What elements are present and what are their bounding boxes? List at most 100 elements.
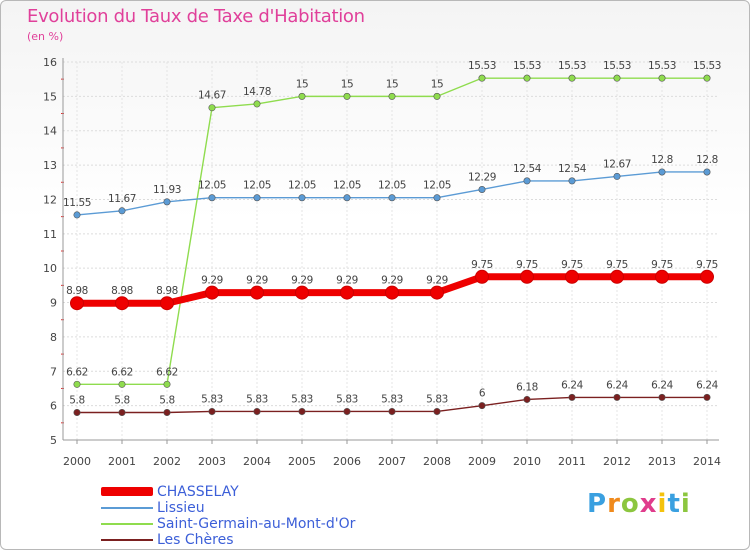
logo-letter: o	[620, 489, 640, 519]
y-tick-label: 14	[43, 125, 57, 138]
logo-letter: r	[607, 489, 621, 519]
data-label: 14.78	[243, 86, 271, 98]
data-point	[343, 194, 351, 202]
data-label: 9.29	[201, 275, 223, 287]
data-point	[568, 74, 576, 82]
data-label: 9.29	[246, 275, 268, 287]
legend-label-saint-germain: Saint-Germain-au-Mont-d'Or	[157, 516, 356, 532]
y-tick-label: 6	[50, 400, 57, 413]
data-point	[388, 92, 396, 100]
data-label: 5.8	[114, 395, 130, 407]
data-label: 12.05	[288, 180, 316, 192]
data-point	[208, 104, 216, 112]
data-point	[163, 198, 171, 206]
data-label: 5.8	[69, 395, 85, 407]
data-point	[658, 74, 666, 82]
data-point	[388, 407, 396, 415]
data-point	[613, 393, 621, 401]
data-label: 11.55	[63, 197, 91, 209]
data-point	[520, 269, 534, 284]
data-point	[433, 407, 441, 415]
data-label: 9.75	[561, 259, 583, 271]
data-label: 11.67	[108, 193, 136, 205]
legend-swatch-les-cheres	[101, 539, 153, 541]
data-label: 6	[479, 388, 486, 400]
data-label: 15.53	[648, 60, 676, 72]
data-point	[385, 285, 399, 300]
y-tick-label: 16	[43, 56, 57, 69]
data-label: 12.29	[468, 171, 496, 183]
data-point	[298, 194, 306, 202]
data-point	[568, 393, 576, 401]
data-point	[565, 269, 579, 284]
x-tick-label: 2011	[558, 455, 586, 468]
y-tick-label: 13	[43, 159, 57, 172]
logo-letter: i	[657, 489, 668, 519]
x-tick-label: 2004	[243, 455, 271, 468]
data-label: 9.75	[516, 259, 538, 271]
data-label: 14.67	[198, 90, 226, 102]
data-point	[163, 409, 171, 417]
x-tick-label: 2012	[603, 455, 631, 468]
x-tick-label: 2006	[333, 455, 361, 468]
x-tick-label: 2009	[468, 455, 496, 468]
grid-layer	[63, 61, 719, 441]
x-tick-label: 2007	[378, 455, 406, 468]
data-point	[160, 296, 174, 311]
data-point	[73, 211, 81, 219]
data-point	[388, 194, 396, 202]
data-point	[250, 285, 264, 300]
data-label: 6.24	[696, 379, 718, 391]
data-label: 12.54	[513, 163, 542, 175]
data-label: 8.98	[156, 285, 178, 297]
data-label: 12.8	[651, 154, 673, 166]
legend-label-chasselay: CHASSELAY	[157, 484, 239, 500]
data-point	[73, 409, 81, 417]
x-tick-label: 2010	[513, 455, 541, 468]
data-label: 9.29	[426, 275, 448, 287]
logo-letter: t	[667, 489, 681, 519]
data-point	[478, 185, 486, 193]
data-point	[430, 285, 444, 300]
data-label: 5.83	[291, 393, 313, 405]
data-point	[433, 92, 441, 100]
data-label: 12.67	[603, 158, 631, 170]
y-tick-label: 7	[50, 365, 57, 378]
data-label: 6.62	[156, 366, 178, 378]
data-point	[655, 269, 669, 284]
chart-title: Evolution du Taux de Taxe d'Habitation	[27, 6, 365, 27]
data-point	[343, 92, 351, 100]
data-label: 9.75	[606, 259, 628, 271]
y-tick-label: 11	[43, 228, 57, 241]
data-point	[658, 168, 666, 176]
data-point	[253, 194, 261, 202]
data-point	[295, 285, 309, 300]
data-point	[73, 380, 81, 388]
data-label: 15	[341, 78, 354, 90]
data-point	[475, 269, 489, 284]
legend-swatch-chasselay	[101, 487, 153, 496]
data-point	[703, 393, 711, 401]
data-point	[163, 380, 171, 388]
data-label: 5.83	[336, 393, 358, 405]
data-label: 15	[386, 78, 399, 90]
proxiti-logo: Proxiti	[587, 489, 691, 519]
data-label: 9.75	[471, 259, 493, 271]
data-point	[700, 269, 714, 284]
y-tick-label: 9	[50, 297, 57, 310]
data-point	[208, 194, 216, 202]
data-point	[523, 395, 531, 403]
data-point	[703, 74, 711, 82]
data-label: 15.53	[603, 60, 631, 72]
data-point	[658, 393, 666, 401]
data-point	[205, 285, 219, 300]
data-point	[343, 407, 351, 415]
x-tick-label: 2013	[648, 455, 676, 468]
data-label: 6.24	[651, 379, 673, 391]
legend-swatch-lissieu	[101, 507, 153, 509]
data-point	[118, 207, 126, 215]
x-tick-label: 2003	[198, 455, 226, 468]
x-tick-label: 2014	[693, 455, 721, 468]
data-point	[703, 168, 711, 176]
data-point	[523, 74, 531, 82]
